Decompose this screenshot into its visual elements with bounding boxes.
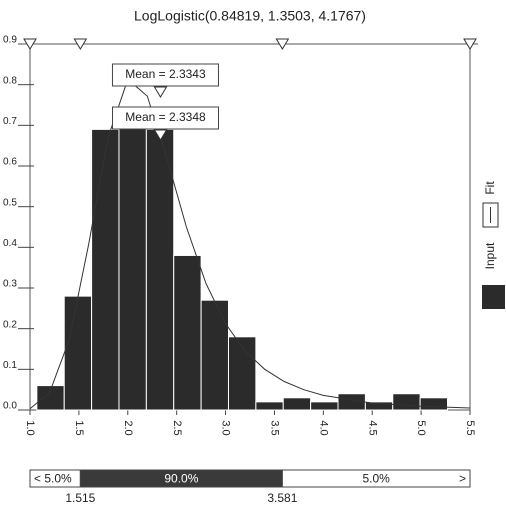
delimiter-marker: [73, 38, 88, 50]
region-label: 5.0%: [363, 472, 391, 486]
x-tick-label: 2.0: [122, 420, 134, 435]
y-tick-label: 0.8: [3, 75, 17, 86]
region-label: 90.0%: [164, 472, 198, 486]
y-tick-label: 0.2: [3, 319, 17, 330]
y-tick-label: 0.6: [3, 157, 17, 168]
bar: [173, 254, 202, 411]
x-tick-label: 2.5: [171, 420, 183, 435]
bar: [118, 116, 147, 411]
mean-label: Mean = 2.3348: [125, 110, 206, 124]
right-arrow: >: [459, 472, 466, 486]
x-tick-label: 4.0: [317, 420, 329, 435]
x-tick-label: 5.0: [415, 420, 427, 435]
delimiter-label: 1.515: [65, 491, 95, 505]
mean-label: Mean = 2.3343: [125, 67, 206, 81]
bar: [145, 128, 175, 411]
mean-marker: [153, 86, 168, 98]
x-tick-label: 1.0: [24, 420, 36, 435]
x-tick-label: 3.5: [269, 420, 281, 435]
delimiter-marker: [275, 38, 290, 50]
y-tick-label: 0.9: [3, 35, 17, 46]
legend-swatch: [482, 285, 505, 309]
bar: [63, 295, 93, 411]
range-marker: [463, 38, 477, 50]
x-tick-label: 5.5: [464, 420, 476, 435]
y-tick-label: 0.4: [3, 238, 17, 249]
bar: [200, 299, 229, 411]
mean-label-box: [112, 106, 220, 130]
bar: [255, 401, 284, 411]
bar: [282, 397, 312, 411]
fit-curve: [29, 78, 471, 410]
chart-title: LogLogistic(0.84819, 1.3503, 4.1767): [134, 8, 366, 24]
x-tick-label: 1.5: [73, 420, 85, 435]
x-tick-label: 3.0: [220, 420, 232, 435]
y-tick-label: 0.1: [3, 360, 17, 371]
y-tick-label: 0.7: [3, 116, 17, 127]
legend-label: Input: [483, 242, 497, 269]
y-tick-label: 0.0: [3, 401, 17, 412]
region-label: < 5.0%: [34, 472, 72, 486]
y-tick-label: 0.3: [3, 279, 17, 290]
bar: [392, 393, 421, 411]
region: [281, 469, 471, 488]
y-tick-label: 0.5: [3, 197, 17, 208]
mean-label-box: [111, 63, 219, 87]
range-marker: [23, 38, 37, 50]
x-tick-label: 4.5: [366, 420, 378, 435]
bar: [91, 128, 120, 411]
mean-marker: [153, 129, 168, 141]
bar: [419, 397, 449, 411]
bar: [227, 336, 257, 411]
delimiter-label: 3.581: [267, 491, 297, 505]
legend-label: Fit: [483, 181, 497, 195]
bar: [310, 401, 339, 411]
